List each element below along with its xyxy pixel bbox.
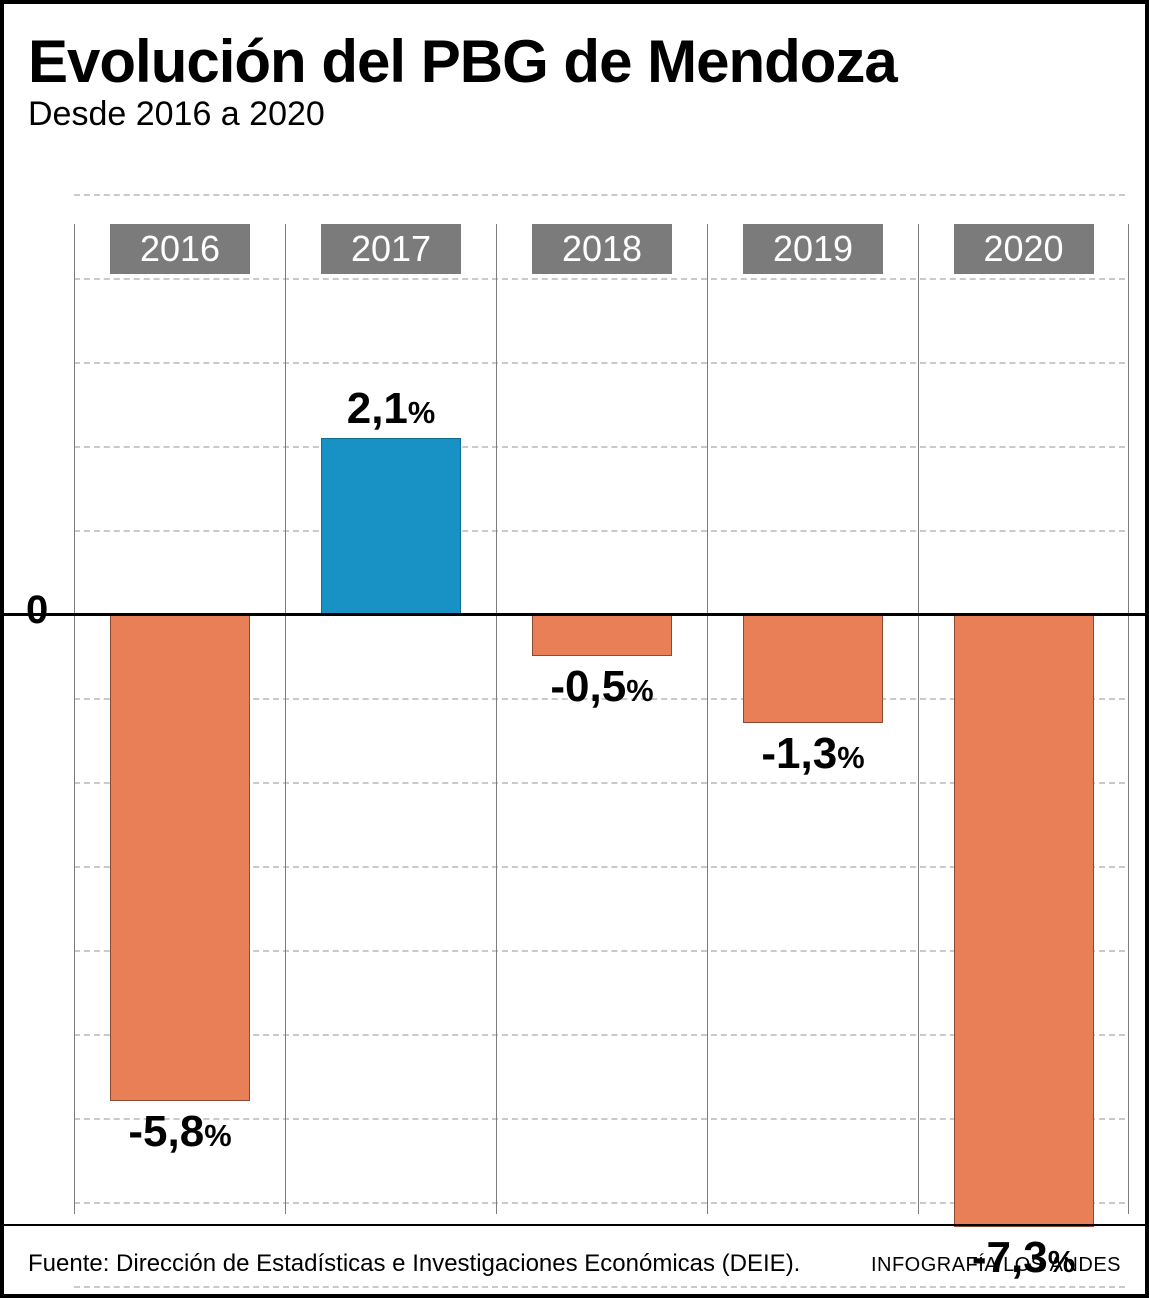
credit-text: INFOGRAFÍA LOS ANDES bbox=[871, 1254, 1121, 1277]
footer-rule bbox=[4, 1224, 1145, 1226]
chart-column: 2017 2,1% bbox=[285, 224, 496, 1214]
value-label: -5,8% bbox=[128, 1107, 231, 1157]
bar bbox=[743, 614, 883, 723]
year-label: 2020 bbox=[954, 224, 1094, 274]
chart-column: 2016 -5,8% bbox=[74, 224, 285, 1214]
chart-title: Evolución del PBG de Mendoza bbox=[28, 30, 1121, 93]
value-label: -0,5% bbox=[550, 662, 653, 712]
bar bbox=[954, 614, 1094, 1227]
zero-label: 0 bbox=[26, 588, 48, 633]
chart-area: 2016 -5,8% 2017 2,1% 2018 -0,5% 2019 -1,3% 2020-… bbox=[4, 224, 1145, 1214]
chart-column: 2019 -1,3% bbox=[707, 224, 918, 1214]
year-label: 2019 bbox=[743, 224, 883, 274]
gridline bbox=[74, 194, 1125, 196]
bar bbox=[321, 438, 461, 614]
year-label: 2018 bbox=[532, 224, 672, 274]
gridline bbox=[74, 1286, 1125, 1288]
chart-column: 2020-7,3% bbox=[918, 224, 1129, 1214]
zero-axis bbox=[4, 613, 1145, 616]
footer: Fuente: Dirección de Estadísticas e Inve… bbox=[28, 1250, 1121, 1278]
chart-column: 2018 -0,5% bbox=[496, 224, 707, 1214]
value-label: 2,1% bbox=[347, 384, 436, 434]
year-label: 2016 bbox=[110, 224, 250, 274]
chart-subtitle: Desde 2016 a 2020 bbox=[28, 95, 1121, 134]
value-label: -1,3% bbox=[761, 729, 864, 779]
chart-frame: Evolución del PBG de Mendoza Desde 2016 … bbox=[0, 0, 1149, 1298]
source-text: Fuente: Dirección de Estadísticas e Inve… bbox=[28, 1250, 800, 1278]
year-label: 2017 bbox=[321, 224, 461, 274]
bar bbox=[532, 614, 672, 656]
bar bbox=[110, 614, 250, 1101]
